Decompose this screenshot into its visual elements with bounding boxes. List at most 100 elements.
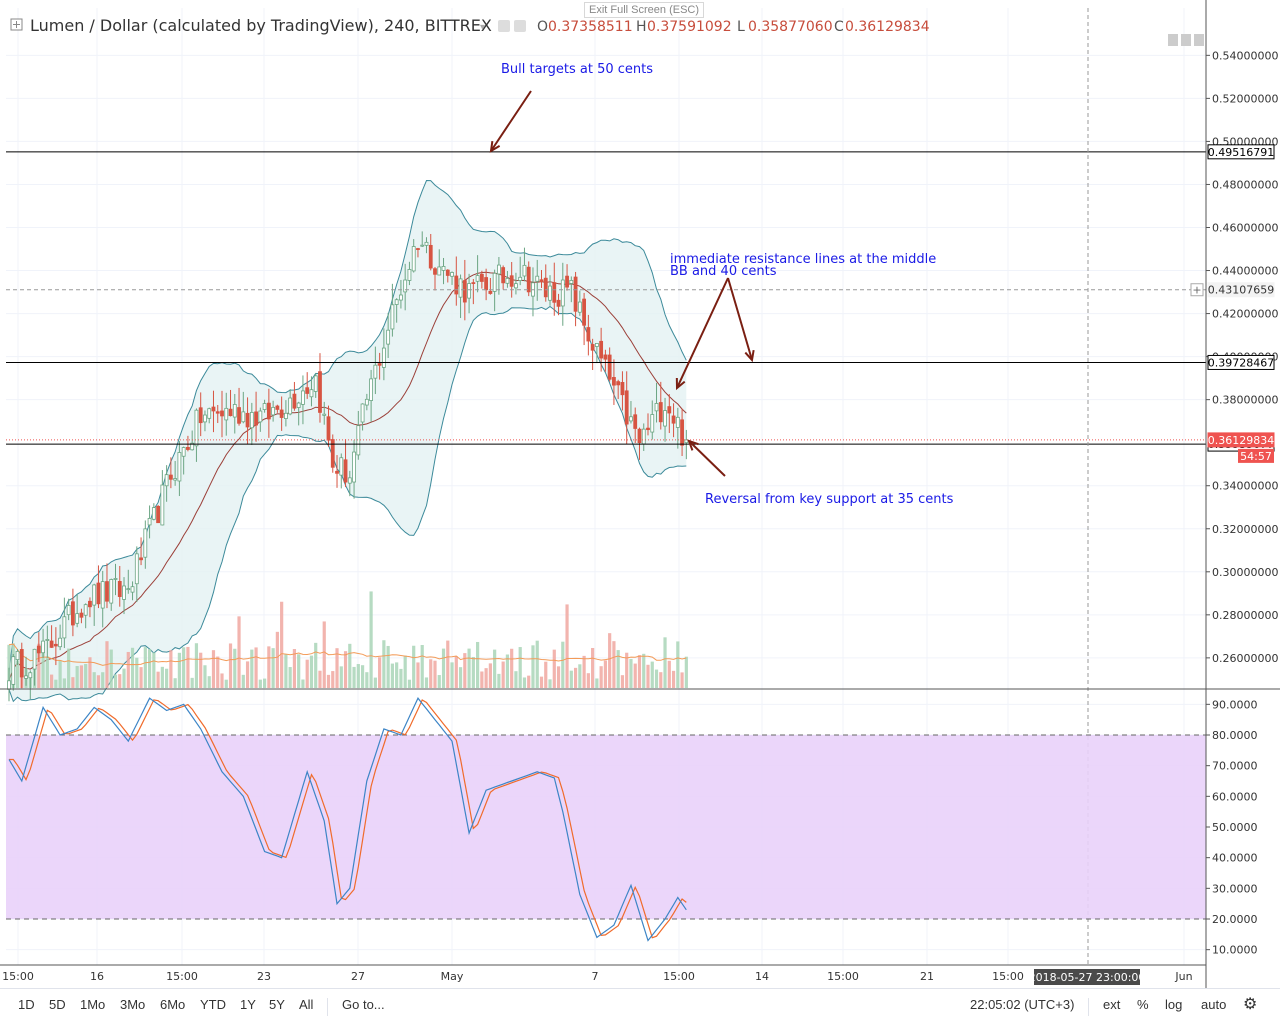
range-5y-button[interactable]: 5Y bbox=[269, 997, 285, 1012]
candle-body bbox=[245, 412, 250, 428]
candle-body bbox=[433, 268, 437, 275]
volume-bar bbox=[556, 666, 561, 688]
toolbar-divider bbox=[1088, 998, 1089, 1016]
volume-bar bbox=[101, 672, 105, 688]
range-1y-button[interactable]: 1Y bbox=[240, 997, 256, 1012]
volume-bar bbox=[616, 650, 620, 688]
candle-body bbox=[518, 276, 523, 281]
volume-bar bbox=[348, 643, 352, 688]
goto-button[interactable]: Go to... bbox=[342, 997, 385, 1012]
volume-bar bbox=[671, 670, 676, 688]
settings-gear-icon[interactable]: ⚙ bbox=[1243, 996, 1258, 1013]
volume-bar bbox=[203, 665, 207, 688]
candle-body bbox=[377, 363, 382, 366]
volume-bar bbox=[603, 660, 607, 688]
range-6mo-button[interactable]: 6Mo bbox=[160, 997, 186, 1012]
candle-body bbox=[335, 470, 339, 474]
arrow-to-middle-bb bbox=[676, 277, 729, 389]
stoch-band-fill bbox=[6, 735, 1206, 919]
candle-body bbox=[7, 680, 11, 690]
volume-bar bbox=[113, 674, 118, 688]
volume-bar bbox=[629, 659, 633, 688]
x-tick-label: 16 bbox=[90, 970, 104, 983]
ext-hours-toggle[interactable]: ext bbox=[1103, 997, 1121, 1012]
candle-body bbox=[539, 279, 544, 283]
candle-body bbox=[45, 639, 50, 641]
candle-body bbox=[186, 446, 190, 450]
candle-body bbox=[675, 416, 680, 428]
volume-bar bbox=[109, 649, 113, 688]
volume-bar bbox=[326, 674, 331, 688]
volume-bar bbox=[646, 664, 650, 688]
stoch-d-line bbox=[9, 699, 687, 939]
chart-canvas[interactable]: 0.540000000.520000000.500000000.48000000… bbox=[0, 0, 1280, 988]
candle-body bbox=[641, 428, 646, 445]
volume-bar bbox=[382, 640, 386, 688]
y-tick-label: 10.0000 bbox=[1212, 944, 1258, 957]
candle-body bbox=[53, 643, 58, 647]
volume-bar bbox=[118, 674, 122, 688]
volume-bar bbox=[258, 679, 262, 688]
ohlc-o-label: O bbox=[537, 19, 548, 35]
candle-body bbox=[164, 474, 169, 487]
auto-scale-toggle[interactable]: auto bbox=[1201, 997, 1227, 1012]
ohlc-h-value: 0.37591092 bbox=[647, 19, 732, 35]
clock-utc[interactable]: 22:05:02 (UTC+3) bbox=[970, 997, 1075, 1012]
volume-bar bbox=[599, 666, 603, 688]
exit-fullscreen-hint[interactable]: Exit Full Screen (ESC) bbox=[584, 2, 704, 18]
range-all-button[interactable]: All bbox=[299, 997, 314, 1012]
candle-body bbox=[228, 408, 233, 417]
candle-body bbox=[488, 290, 493, 294]
candle-body bbox=[450, 272, 454, 277]
candle-body bbox=[96, 582, 101, 605]
candle-body bbox=[266, 402, 271, 420]
volume-bar bbox=[637, 655, 642, 688]
percent-scale-toggle[interactable]: % bbox=[1137, 997, 1149, 1012]
arrow-to-40-cents-head bbox=[744, 349, 755, 363]
volume-bar bbox=[288, 667, 292, 688]
crosshair-time-tag bbox=[1034, 969, 1140, 985]
volume-bar bbox=[467, 648, 471, 688]
volume-bar bbox=[514, 671, 518, 688]
candle-body bbox=[424, 241, 429, 246]
volume-bar bbox=[365, 672, 369, 688]
volume-bar bbox=[654, 669, 659, 688]
annotation-resistance-line1: immediate resistance lines at the middle bbox=[670, 252, 936, 267]
candle-body bbox=[526, 266, 531, 293]
range-3mo-button[interactable]: 3Mo bbox=[120, 997, 146, 1012]
volume-bar bbox=[241, 674, 245, 688]
y-tick-label: 0.42000000 bbox=[1212, 308, 1278, 321]
volume-bar bbox=[207, 676, 211, 688]
y-tick-label: 0.38000000 bbox=[1212, 394, 1278, 407]
range-1d-button[interactable]: 1D bbox=[18, 997, 35, 1012]
candle-body bbox=[403, 279, 408, 293]
range-1mo-button[interactable]: 1Mo bbox=[80, 997, 106, 1012]
candle-body bbox=[548, 285, 552, 301]
candle-body bbox=[28, 672, 33, 679]
candle-body bbox=[279, 409, 284, 418]
volume-bar bbox=[186, 646, 190, 688]
bb-fill bbox=[9, 180, 687, 702]
candle-body bbox=[181, 447, 186, 457]
ohlc-l-value: 0.35877060 bbox=[748, 19, 833, 35]
volume-bar bbox=[126, 651, 130, 688]
range-ytd-button[interactable]: YTD bbox=[200, 997, 226, 1012]
candle-body bbox=[207, 408, 212, 419]
volume-bar bbox=[50, 674, 54, 688]
volume-bar bbox=[182, 647, 186, 688]
volume-bar bbox=[237, 616, 241, 688]
candle-body bbox=[594, 343, 599, 347]
volume-bar bbox=[386, 645, 390, 688]
range-5d-button[interactable]: 5D bbox=[49, 997, 66, 1012]
candle-body bbox=[292, 393, 297, 409]
x-tick-label: 15:00 bbox=[827, 970, 859, 983]
ohlc-c-label: C bbox=[834, 19, 844, 35]
log-scale-toggle[interactable]: log bbox=[1165, 997, 1183, 1012]
volume-bar bbox=[190, 677, 194, 688]
eye-icon bbox=[498, 20, 510, 32]
candle-body bbox=[496, 264, 501, 275]
y-tick-label: 0.34000000 bbox=[1212, 480, 1278, 493]
volume-bar bbox=[62, 678, 66, 688]
candle-body bbox=[232, 404, 237, 418]
volume-bar bbox=[369, 591, 373, 688]
